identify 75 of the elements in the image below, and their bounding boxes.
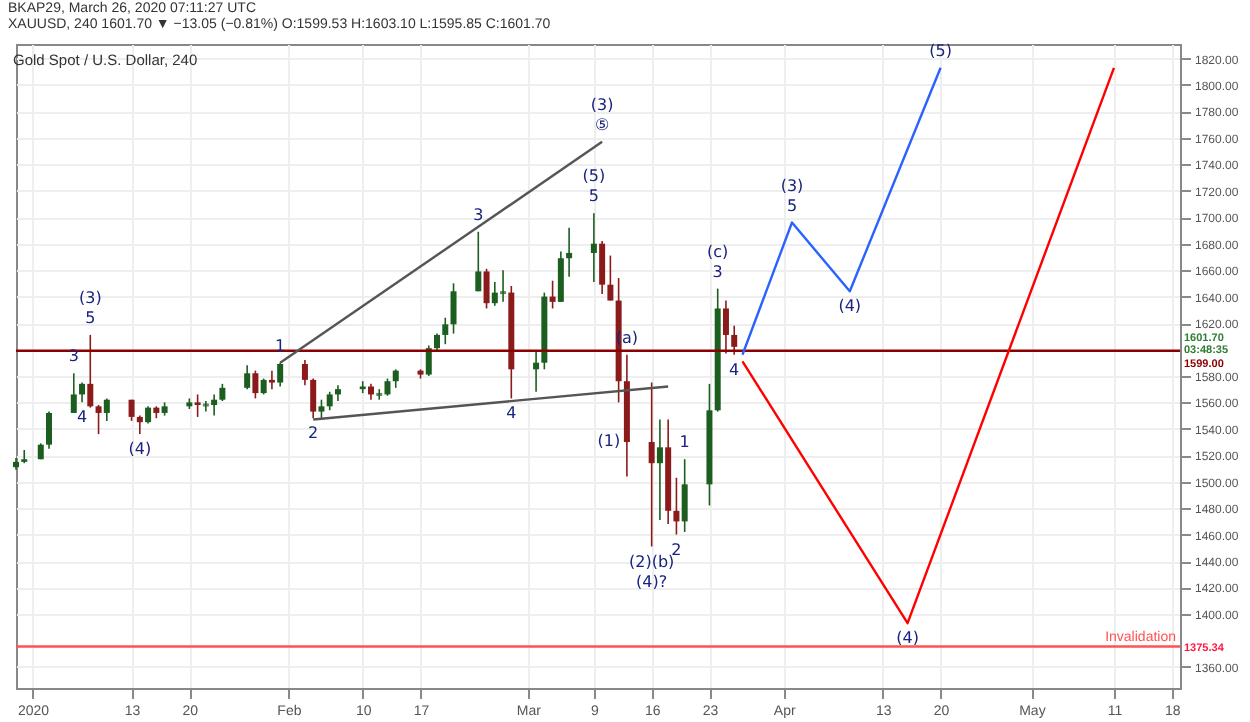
candlestick [648,381,655,548]
candlestick [21,449,28,464]
candlestick [673,476,680,536]
candlestick [541,291,548,371]
annotation: (3) [590,95,614,114]
candlestick [277,361,284,388]
annotation: 2 [671,540,682,559]
annotation: (c) [707,242,729,261]
annotation: ⑤ [594,115,610,134]
annotation: 2 [308,424,319,443]
candlestick [706,383,713,507]
candlestick [425,344,432,377]
candlestick [103,397,110,422]
candlestick [483,268,490,310]
line-series [741,66,942,356]
candlestick [475,230,482,293]
annotation: (4) [838,297,862,316]
candlestick [607,254,614,302]
candlestick [731,324,738,356]
candlestick [202,400,209,413]
candlestick [566,227,573,278]
candlestick [450,282,457,335]
candlestick [392,368,399,389]
annotation: 4 [506,404,517,423]
annotation: 3 [473,205,484,224]
candlestick [533,349,540,393]
annotation: 4 [76,408,88,427]
candlestick [318,398,325,421]
annotation: (3) [780,176,804,195]
annotation: 4 [729,360,740,379]
candlestick [491,281,498,307]
candlestick [549,279,556,310]
candlestick [211,393,218,417]
candlestick [681,458,688,533]
candlestick [656,418,663,521]
candlestick [128,398,135,422]
candlestick [70,372,77,414]
annotation: (4) [128,440,152,459]
candlestick [46,410,53,450]
candlestick [252,369,259,400]
annotation: 5 [588,187,599,206]
annotation: (5) [929,41,952,60]
candlestick [95,404,102,435]
annotation: (5) [582,167,606,186]
candlestick [714,287,721,413]
candlestick [599,240,606,295]
candlestick [665,418,672,525]
candlestick [500,269,507,303]
annotation: 3 [712,262,723,281]
candlestick [244,364,251,390]
annotation: (3) [78,288,102,307]
candlestick [136,414,143,435]
candlestick [359,380,366,394]
annotation: (2)(b) [629,552,675,571]
candlestick [87,334,94,409]
candlestick [326,390,333,412]
candlestick [557,250,564,303]
candlestick [623,353,630,478]
candlestick [590,212,597,283]
candlestick [508,285,515,400]
candlestick [268,369,275,390]
annotation: 5 [786,196,798,215]
candlestick [79,381,86,404]
candlestick [442,316,449,345]
annotation: (1) [597,432,621,451]
annotation: 3 [68,347,79,366]
candlestick [722,299,729,355]
candlestick [376,388,383,401]
annotation: 5 [85,308,96,327]
annotation: 1 [679,433,690,452]
candlestick [194,393,201,418]
candlestick [301,359,308,386]
candlestick [310,377,317,420]
annotation: (4) [896,629,919,648]
annotation: (4)? [636,572,668,591]
